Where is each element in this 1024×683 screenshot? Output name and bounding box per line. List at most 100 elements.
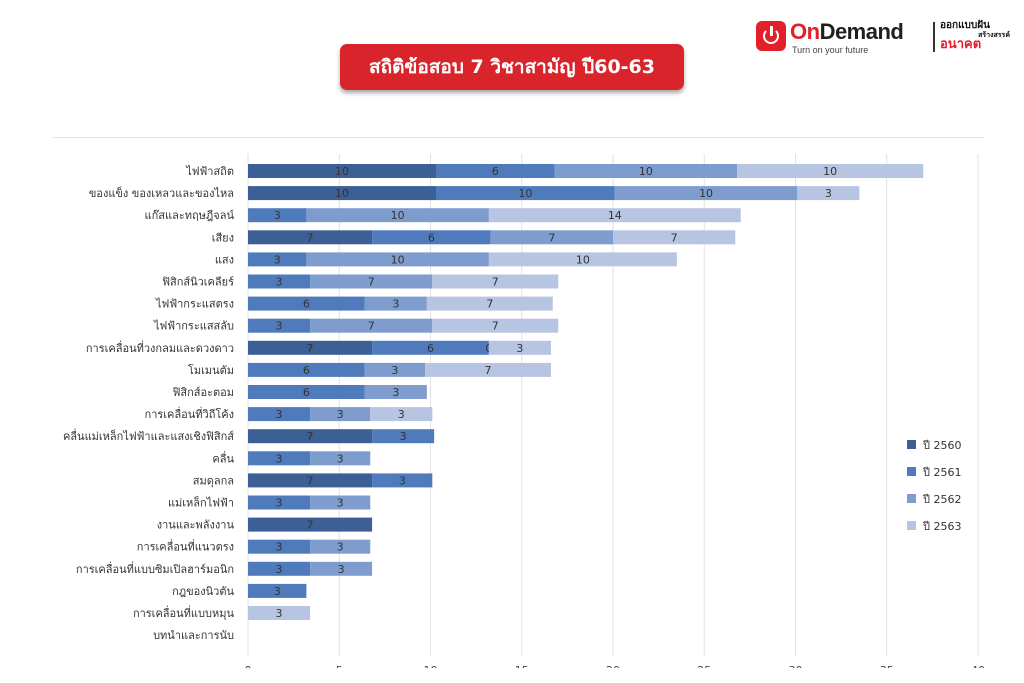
x-tick-label: 15: [515, 664, 529, 668]
bar-segment: [248, 429, 373, 444]
category-label: ของแข็ง ของเหลวและของไหล: [89, 186, 234, 200]
bar-segment: [425, 362, 551, 377]
legend-swatch: [907, 494, 916, 503]
data-label: 6: [492, 165, 499, 178]
x-tick-label: 35: [880, 664, 894, 668]
data-label: 6: [427, 342, 434, 355]
bar-segment: [248, 539, 311, 554]
legend-swatch: [907, 467, 916, 476]
data-label: 3: [398, 408, 405, 421]
data-label: 3: [276, 320, 283, 333]
brand-name: OnDemand: [790, 19, 904, 44]
bar-segment: [435, 164, 555, 178]
bar-segment: [737, 164, 924, 178]
bar-segment: [372, 340, 489, 355]
category-label: แสง: [215, 253, 234, 266]
bar-segment: [488, 208, 741, 223]
data-label: 3: [276, 497, 283, 510]
data-label: 7: [548, 231, 555, 244]
power-icon: [756, 21, 786, 51]
bar-segment: [426, 296, 553, 311]
data-label: 7: [307, 342, 314, 355]
data-label: 7: [484, 364, 491, 377]
bar-segment: [248, 164, 436, 178]
x-tick-label: 0: [245, 664, 252, 668]
category-label: การเคลื่อนที่วิถีโค้ง: [145, 406, 234, 421]
legend-label: ปี 2563: [922, 520, 962, 533]
x-tick-label: 30: [789, 664, 803, 668]
bar-segment: [310, 495, 371, 510]
legend-label: ปี 2561: [922, 466, 962, 479]
bar-segment: [248, 362, 365, 377]
data-label: 10: [391, 209, 405, 222]
bar-segment: [310, 407, 371, 422]
data-label: 10: [335, 165, 349, 178]
category-label: แก๊สและทฤษฎีจลน์: [145, 209, 235, 222]
x-tick-label: 40: [971, 664, 984, 668]
data-label: 3: [276, 607, 283, 620]
bar-segment: [797, 186, 860, 201]
bar-segment: [488, 340, 551, 355]
data-label: 10: [699, 187, 713, 200]
x-tick-label: 25: [697, 664, 711, 668]
data-label: 3: [338, 563, 345, 576]
data-label: 3: [276, 276, 283, 289]
data-label: 7: [307, 519, 314, 532]
data-label: 3: [276, 563, 283, 576]
data-label: 10: [823, 165, 837, 178]
bar-segment: [248, 318, 311, 333]
bar-segment: [248, 517, 373, 532]
data-label: 7: [368, 276, 375, 289]
category-label: การเคลื่อนที่แนวตรง: [137, 539, 234, 554]
bar-segment: [248, 407, 311, 422]
data-label: 10: [335, 187, 349, 200]
category-label: ฟิสิกส์นิวเคลียร์: [162, 276, 234, 289]
data-label: 7: [492, 276, 499, 289]
legend-swatch: [907, 440, 916, 449]
data-label: 10: [518, 187, 532, 200]
data-label: 3: [400, 430, 407, 443]
data-label: 3: [274, 585, 281, 598]
data-label: 3: [276, 408, 283, 421]
legend-swatch: [907, 521, 916, 530]
category-label: คลื่น: [212, 450, 234, 465]
bar-segment: [310, 561, 373, 576]
data-label: 3: [337, 408, 344, 421]
data-label: 7: [671, 231, 678, 244]
brand-slogan: ออกแบบฝัน สร้างสรรค์ อนาคต: [940, 20, 1010, 52]
bar-segment: [372, 429, 435, 444]
page-title: สถิติข้อสอบ 7 วิชาสามัญ ปี60-63: [340, 44, 684, 90]
bar-segment: [248, 208, 307, 223]
category-label: ไฟฟ้ากระแสสลับ: [153, 320, 234, 333]
bar-segment: [248, 583, 307, 598]
legend-label: ปี 2560: [922, 439, 962, 452]
chart-panel: ไฟฟ้าสถิต ของแข็ง ของเหลวและของไหล แก๊สและ…: [52, 137, 984, 668]
bar-segment: [248, 606, 311, 620]
bar-segment: [372, 230, 491, 245]
bar-segment: [248, 274, 311, 289]
bar-segment: [248, 340, 373, 355]
bar-segment: [370, 407, 433, 422]
data-label: 7: [307, 430, 314, 443]
data-label: 10: [639, 165, 653, 178]
bar-segment: [248, 296, 365, 311]
bar-segment: [248, 385, 365, 399]
data-label: 3: [392, 386, 399, 399]
bar-segment: [435, 186, 615, 201]
bar-segment: [248, 186, 436, 201]
category-label: โมเมนตัม: [188, 363, 234, 377]
data-label: 3: [337, 497, 344, 510]
bar-segment: [614, 186, 798, 201]
brand-tagline: Turn on your future: [792, 45, 869, 55]
category-label: งานและพลังงาน: [157, 519, 235, 532]
x-tick-label: 5: [336, 664, 343, 668]
brand-divider: [933, 22, 935, 52]
bar-segment: [364, 385, 427, 399]
bar-segment: [248, 451, 311, 466]
bar-segment: [310, 539, 371, 554]
bar-segment: [306, 252, 489, 267]
category-label: บทนำและการนับ: [153, 629, 234, 642]
bar-segment: [248, 230, 373, 245]
data-label: 7: [368, 320, 375, 333]
